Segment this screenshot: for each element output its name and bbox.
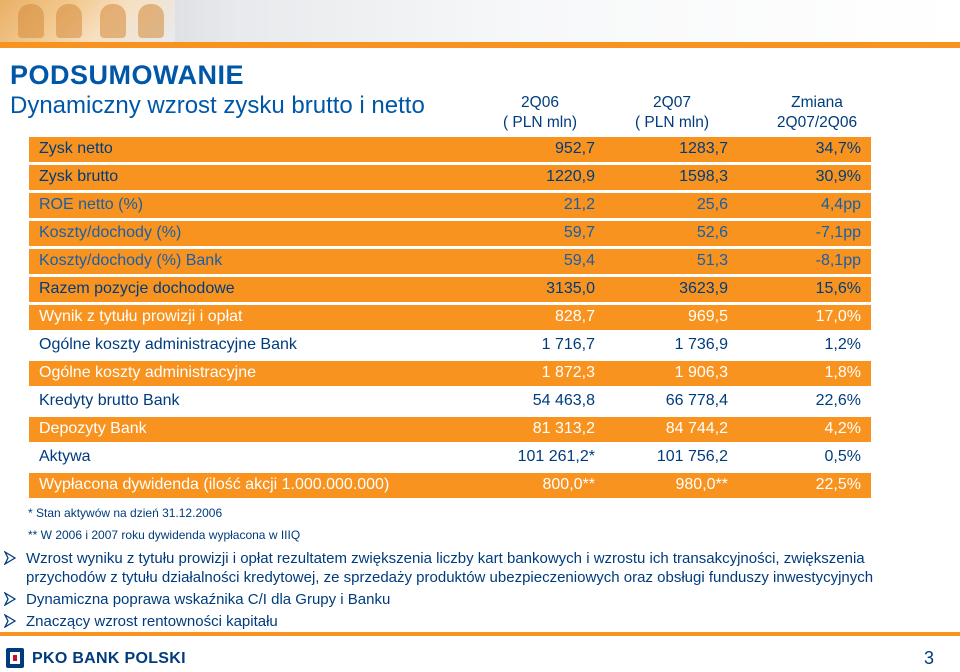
table-row: Zysk brutto 1220,9 1598,3 30,9% — [29, 165, 871, 190]
row-value-2q06: 828,7 — [554, 308, 595, 325]
row-label: Zysk netto — [39, 140, 113, 157]
column-header-line: 2Q07 — [653, 94, 691, 111]
header-photo — [0, 0, 175, 42]
row-value-change: 17,0% — [815, 308, 861, 325]
row-value-2q06: 81 313,2 — [532, 420, 595, 437]
page-subtitle: Dynamiczny wzrost zysku brutto i netto — [10, 92, 425, 119]
page-title: PODSUMOWANIE — [10, 60, 245, 90]
arrow-bullet-icon — [4, 592, 16, 606]
bullet-item: Wzrost wyniku z tytułu prowizji i opłat … — [4, 549, 954, 589]
page-number: 3 — [923, 648, 934, 668]
column-header-line: ( PLN mln) — [634, 114, 710, 131]
row-label: Ogólne koszty administracyjne Bank — [39, 336, 297, 353]
row-label: Koszty/dochody (%) Bank — [39, 252, 223, 269]
row-value-2q07: 84 744,2 — [665, 420, 728, 437]
row-value-change: 1,2% — [824, 336, 861, 353]
table-row: Wynik z tytułu prowizji i opłat 828,7 96… — [29, 305, 871, 330]
row-value-2q07: 980,0** — [675, 476, 729, 493]
table-row: Razem pozycje dochodowe 3135,0 3623,9 15… — [29, 277, 871, 302]
row-value-2q06: 54 463,8 — [532, 392, 595, 409]
bullet-item: Znaczący wzrost rentowności kapitału — [4, 612, 954, 632]
footnote-assets: * Stan aktywów na dzień 31.12.2006 — [28, 506, 223, 520]
bullet-item: Dynamiczna poprawa wskaźnika C/I dla Gru… — [4, 590, 954, 610]
row-value-change: 1,8% — [824, 364, 861, 381]
row-value-change: 34,7% — [815, 140, 861, 157]
row-value-change: 4,2% — [824, 420, 861, 437]
row-label: Wynik z tytułu prowizji i opłat — [39, 308, 243, 325]
row-value-change: -8,1pp — [815, 252, 861, 269]
row-value-2q06: 3135,0 — [546, 280, 595, 297]
row-value-2q07: 1 906,3 — [674, 364, 728, 381]
column-header-line: ( PLN mln) — [502, 114, 578, 131]
row-value-2q07: 66 778,4 — [665, 392, 728, 409]
bottom-orange-stripe — [0, 632, 960, 636]
row-value-change: 15,6% — [815, 280, 861, 297]
row-label: ROE netto (%) — [39, 196, 144, 213]
footnote-dividend: ** W 2006 i 2007 roku dywidenda wypłacon… — [28, 528, 301, 542]
bullet-text: Znaczący wzrost rentowności kapitału — [26, 613, 278, 630]
row-label: Wypłacona dywidenda (ilość akcji 1.000.0… — [39, 476, 390, 493]
row-value-2q06: 59,7 — [563, 224, 595, 241]
row-value-change: 4,4pp — [820, 196, 861, 213]
table-row: Ogólne koszty administracyjne 1 872,3 1 … — [29, 361, 871, 386]
bullet-text: Wzrost wyniku z tytułu prowizji i opłat … — [26, 550, 865, 567]
table-row: ROE netto (%) 21,2 25,6 4,4pp — [29, 193, 871, 218]
row-label: Ogólne koszty administracyjne — [39, 364, 256, 381]
row-value-2q07: 1283,7 — [679, 140, 728, 157]
row-value-change: 22,6% — [815, 392, 861, 409]
table-row: Koszty/dochody (%) Bank 59,4 51,3 -8,1pp — [29, 249, 871, 274]
row-value-change: 0,5% — [824, 448, 861, 465]
column-header-2q07: 2Q07 ( PLN mln) — [612, 93, 732, 133]
column-header-line: Zmiana — [791, 94, 843, 111]
bullet-text: Dynamiczna poprawa wskaźnika C/I dla Gru… — [26, 591, 391, 608]
row-value-2q07: 51,3 — [696, 252, 728, 269]
row-value-2q07: 969,5 — [687, 308, 728, 325]
row-label: Aktywa — [39, 448, 91, 465]
row-label: Razem pozycje dochodowe — [39, 280, 235, 297]
row-value-2q07: 101 756,2 — [656, 448, 728, 465]
logo-text: PKO BANK POLSKI — [32, 650, 186, 667]
pko-logo-icon — [6, 648, 24, 668]
top-orange-stripe — [0, 42, 960, 48]
row-value-2q06: 1 716,7 — [541, 336, 595, 353]
row-value-change: -7,1pp — [815, 224, 861, 241]
row-value-change: 30,9% — [815, 168, 861, 185]
row-value-2q07: 3623,9 — [679, 280, 728, 297]
table-row: Zysk netto 952,7 1283,7 34,7% — [29, 137, 871, 162]
row-value-2q06: 21,2 — [563, 196, 595, 213]
table-row: Depozyty Bank 81 313,2 84 744,2 4,2% — [29, 417, 871, 442]
row-label: Depozyty Bank — [39, 420, 147, 437]
row-value-2q07: 1598,3 — [679, 168, 728, 185]
row-value-2q07: 52,6 — [696, 224, 728, 241]
row-value-2q06: 800,0** — [542, 476, 596, 493]
arrow-bullet-icon — [4, 551, 16, 565]
row-label: Kredyty brutto Bank — [39, 392, 180, 409]
column-header-change: Zmiana 2Q07/2Q06 — [752, 93, 882, 133]
arrow-bullet-icon — [4, 614, 16, 628]
row-value-2q06: 101 261,2* — [517, 448, 595, 465]
bullet-text: przychodów z tytułu działalności kredyto… — [26, 569, 874, 586]
table-row: Wypłacona dywidenda (ilość akcji 1.000.0… — [29, 473, 871, 498]
row-value-2q06: 1220,9 — [546, 168, 595, 185]
row-label: Zysk brutto — [39, 168, 119, 185]
row-value-2q07: 25,6 — [696, 196, 728, 213]
row-value-change: 22,5% — [815, 476, 861, 493]
column-header-line: 2Q06 — [521, 94, 559, 111]
table-row: Koszty/dochody (%) 59,7 52,6 -7,1pp — [29, 221, 871, 246]
pko-logo: PKO BANK POLSKI — [6, 646, 216, 672]
table-row: Kredyty brutto Bank 54 463,8 66 778,4 22… — [29, 389, 871, 414]
row-label: Koszty/dochody (%) — [39, 224, 182, 241]
row-value-2q06: 1 872,3 — [541, 364, 595, 381]
column-header-line: 2Q07/2Q06 — [776, 114, 858, 131]
row-value-2q07: 1 736,9 — [674, 336, 728, 353]
table-row: Ogólne koszty administracyjne Bank 1 716… — [29, 333, 871, 358]
column-header-2q06: 2Q06 ( PLN mln) — [480, 93, 600, 133]
row-value-2q06: 952,7 — [554, 140, 595, 157]
row-value-2q06: 59,4 — [563, 252, 595, 269]
table-row: Aktywa 101 261,2* 101 756,2 0,5% — [29, 445, 871, 470]
